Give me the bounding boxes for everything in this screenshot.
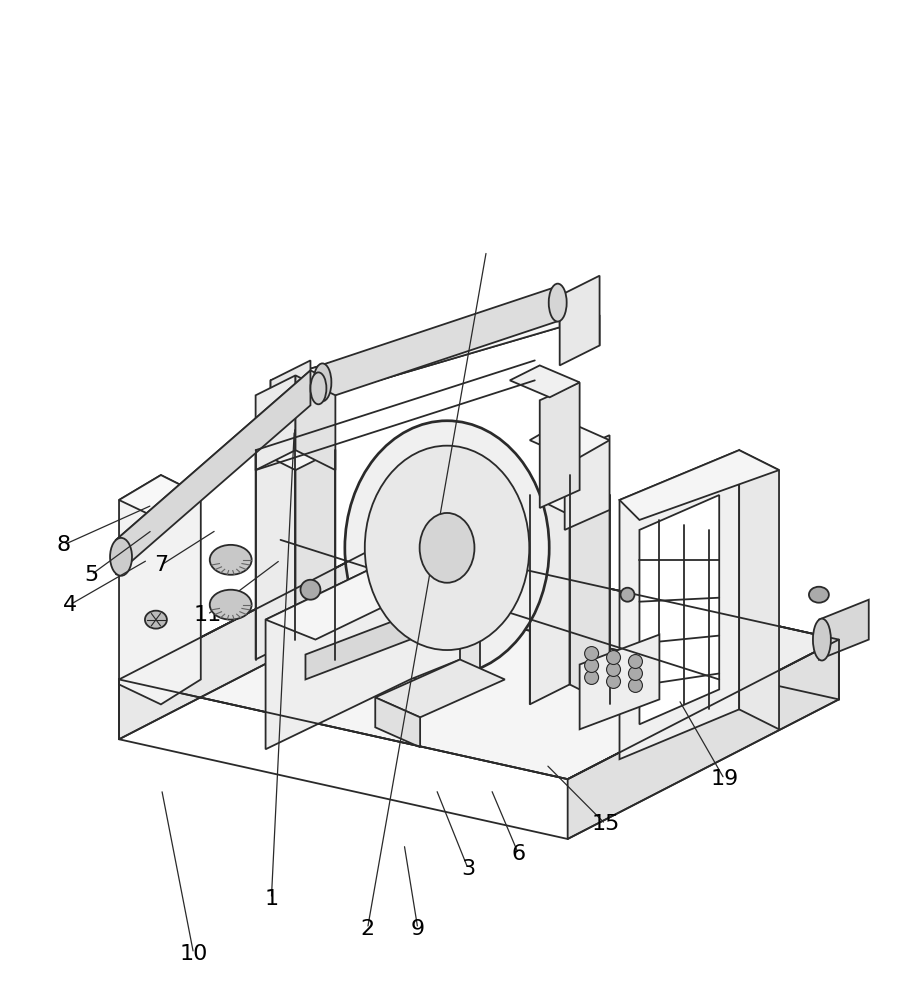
Polygon shape	[565, 435, 610, 530]
Polygon shape	[255, 430, 296, 660]
Ellipse shape	[809, 587, 829, 603]
Polygon shape	[540, 382, 579, 508]
Polygon shape	[509, 365, 579, 397]
Polygon shape	[375, 697, 420, 747]
Text: 1: 1	[264, 889, 278, 909]
Circle shape	[607, 651, 621, 665]
Polygon shape	[271, 380, 310, 430]
Polygon shape	[119, 475, 201, 704]
Polygon shape	[296, 375, 335, 470]
Polygon shape	[620, 450, 779, 520]
Circle shape	[585, 670, 599, 684]
Polygon shape	[375, 660, 505, 717]
Polygon shape	[116, 370, 330, 550]
Text: 6: 6	[511, 844, 525, 864]
Ellipse shape	[209, 545, 252, 575]
Polygon shape	[560, 276, 599, 365]
Circle shape	[607, 674, 621, 688]
Polygon shape	[567, 640, 839, 839]
Polygon shape	[271, 360, 310, 450]
Text: 4: 4	[63, 595, 77, 615]
Polygon shape	[620, 450, 739, 759]
Polygon shape	[296, 430, 335, 660]
Polygon shape	[530, 420, 610, 460]
Ellipse shape	[813, 619, 831, 661]
Circle shape	[629, 666, 643, 680]
Text: 19: 19	[711, 769, 739, 789]
Polygon shape	[265, 550, 460, 640]
Text: 3: 3	[461, 859, 476, 879]
Polygon shape	[560, 296, 599, 345]
Circle shape	[621, 588, 634, 602]
Polygon shape	[271, 296, 599, 400]
Polygon shape	[530, 475, 570, 704]
Ellipse shape	[420, 513, 475, 583]
Polygon shape	[119, 540, 839, 779]
Ellipse shape	[549, 284, 566, 322]
Polygon shape	[390, 540, 839, 699]
Polygon shape	[415, 610, 480, 689]
Polygon shape	[530, 475, 610, 515]
Text: 5: 5	[84, 565, 98, 585]
Text: 8: 8	[57, 535, 71, 555]
Text: 10: 10	[179, 944, 207, 964]
Text: 11: 11	[193, 605, 221, 625]
Ellipse shape	[313, 363, 331, 401]
Polygon shape	[739, 450, 779, 729]
Polygon shape	[570, 475, 610, 704]
Polygon shape	[119, 540, 390, 739]
Circle shape	[629, 655, 643, 668]
Polygon shape	[255, 430, 335, 470]
Circle shape	[607, 663, 621, 676]
Ellipse shape	[145, 611, 167, 629]
Polygon shape	[271, 296, 599, 400]
Text: 7: 7	[154, 555, 169, 575]
Ellipse shape	[345, 421, 549, 675]
Ellipse shape	[364, 446, 530, 650]
Polygon shape	[119, 475, 201, 520]
Ellipse shape	[310, 372, 327, 404]
Text: 9: 9	[410, 919, 425, 939]
Circle shape	[300, 580, 320, 600]
Polygon shape	[265, 550, 460, 749]
Polygon shape	[640, 495, 719, 724]
Polygon shape	[579, 635, 659, 729]
Ellipse shape	[209, 590, 252, 620]
Circle shape	[629, 678, 643, 692]
Circle shape	[585, 659, 599, 672]
Circle shape	[585, 647, 599, 661]
Polygon shape	[819, 600, 868, 660]
Polygon shape	[320, 286, 560, 400]
Text: 2: 2	[361, 919, 375, 939]
Polygon shape	[306, 615, 410, 679]
Text: 15: 15	[591, 814, 620, 834]
Ellipse shape	[110, 538, 132, 576]
Polygon shape	[255, 375, 296, 470]
Polygon shape	[116, 370, 310, 575]
